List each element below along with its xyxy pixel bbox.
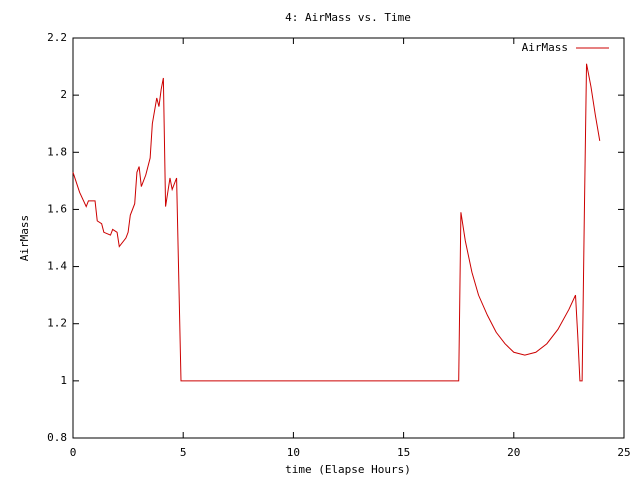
chart-title: 4: AirMass vs. Time (285, 11, 411, 24)
y-axis-label: AirMass (18, 215, 31, 261)
x-tick-label: 20 (507, 446, 520, 459)
y-tick-label: 1.2 (47, 317, 67, 330)
x-axis-label: time (Elapse Hours) (285, 463, 411, 476)
legend-label: AirMass (522, 41, 568, 54)
y-tick-label: 0.8 (47, 431, 67, 444)
y-tick-label: 2.2 (47, 31, 67, 44)
y-tick-label: 1.8 (47, 145, 67, 158)
x-tick-label: 25 (617, 446, 630, 459)
y-tick-label: 1 (60, 374, 67, 387)
x-tick-label: 15 (397, 446, 410, 459)
y-tick-label: 1.6 (47, 202, 67, 215)
x-tick-label: 0 (70, 446, 77, 459)
x-tick-label: 5 (180, 446, 187, 459)
data-line (72, 63, 601, 382)
x-tick-label: 10 (287, 446, 300, 459)
plot-border (72, 37, 625, 439)
y-tick-label: 2 (60, 88, 67, 101)
y-tick-label: 1.4 (47, 260, 67, 273)
